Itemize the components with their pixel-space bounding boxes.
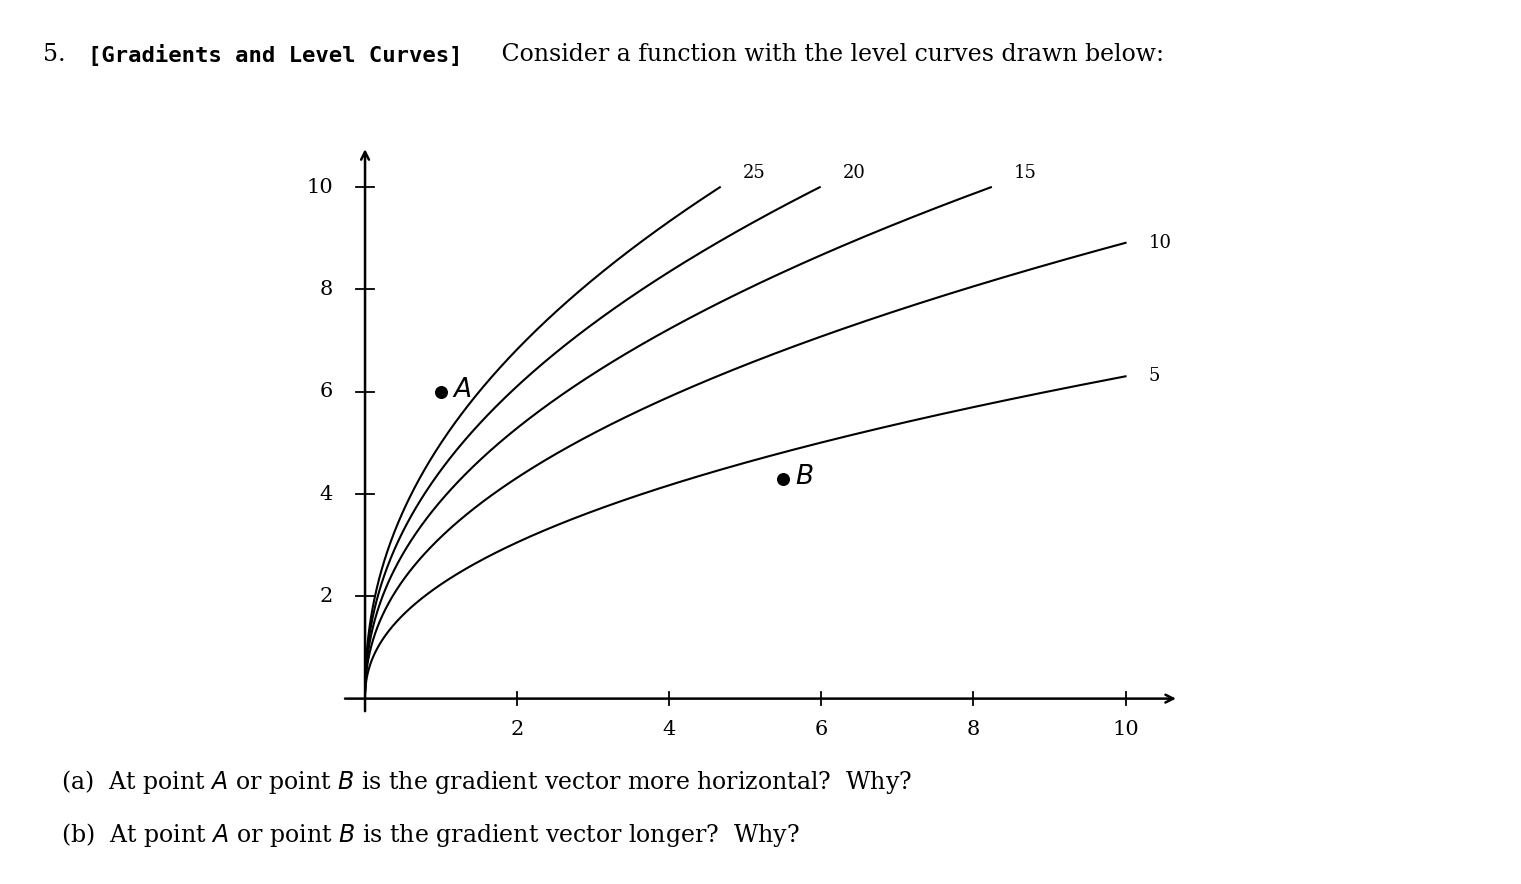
Text: 6: 6 xyxy=(815,720,827,739)
Text: 2: 2 xyxy=(319,587,333,606)
Text: 8: 8 xyxy=(967,720,980,739)
Text: 4: 4 xyxy=(319,484,333,504)
Text: (a)  At point $A$ or point $B$ is the gradient vector more horizontal?  Why?: (a) At point $A$ or point $B$ is the gra… xyxy=(61,768,911,796)
Text: 10: 10 xyxy=(306,178,333,197)
Text: $B$: $B$ xyxy=(794,463,814,489)
Text: 5: 5 xyxy=(1148,368,1159,385)
Text: 8: 8 xyxy=(319,280,333,299)
Text: 15: 15 xyxy=(1015,164,1037,182)
Text: (b)  At point $A$ or point $B$ is the gradient vector longer?  Why?: (b) At point $A$ or point $B$ is the gra… xyxy=(61,821,800,850)
Text: $A$: $A$ xyxy=(453,377,472,401)
Text: 25: 25 xyxy=(742,164,765,182)
Point xyxy=(771,472,795,486)
Text: 2: 2 xyxy=(511,720,523,739)
Text: 6: 6 xyxy=(319,382,333,401)
Text: 10: 10 xyxy=(1148,234,1171,252)
Text: 5.: 5. xyxy=(43,43,73,66)
Text: Consider a function with the level curves drawn below:: Consider a function with the level curve… xyxy=(494,43,1164,66)
Point xyxy=(429,385,453,399)
Text: [Gradients and Level Curves]: [Gradients and Level Curves] xyxy=(88,44,462,65)
Text: 10: 10 xyxy=(1112,720,1139,739)
Text: 20: 20 xyxy=(843,164,865,182)
Text: 4: 4 xyxy=(663,720,675,739)
